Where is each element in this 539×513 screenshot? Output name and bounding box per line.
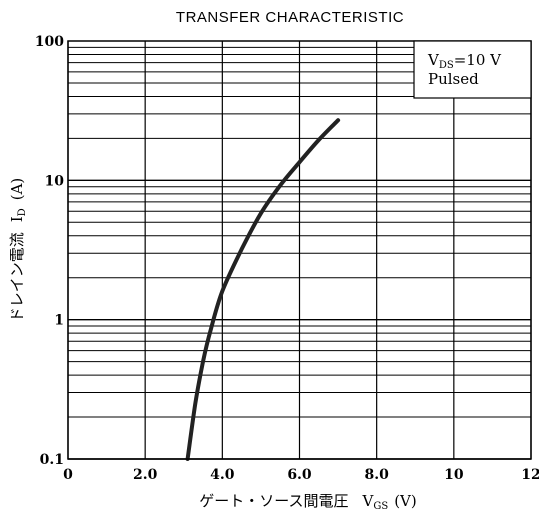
curve-layer (185, 118, 341, 461)
x-tick-label: 0 (63, 467, 73, 483)
y-axis-label: ドレイン電流ID(A) (8, 178, 28, 323)
x-tick-label: 6.0 (287, 467, 312, 483)
legend-pulsed: Pulsed (428, 70, 479, 88)
legend-symbol: V (427, 51, 440, 69)
transfer-curve (185, 118, 341, 461)
x-tick-labels: 0 2.0 4.0 6.0 8.0 10 12 (63, 467, 539, 483)
x-axis-label: ゲート・ソース間電圧 VGS (V) (199, 492, 417, 512)
y-tick-label: 0.1 (40, 452, 64, 468)
legend-value: =10 V (454, 51, 502, 69)
x-tick-label: 8.0 (364, 467, 389, 483)
y-tick-labels: 0.1 1 10 100 (35, 34, 64, 468)
x-tick-label: 10 (444, 467, 464, 483)
x-tick-label: 2.0 (133, 467, 158, 483)
chart-title: TRANSFER CHARACTERISTIC (176, 9, 404, 26)
plot-frame (67, 40, 532, 460)
y-tick-label: 10 (45, 173, 65, 189)
svg-text:VDS=10 V: VDS=10 V (427, 51, 502, 71)
y-tick-label: 100 (35, 34, 64, 50)
legend-box: VDS=10 V Pulsed (413, 40, 532, 99)
legend-subscript: DS (439, 60, 454, 71)
grid (67, 41, 532, 460)
x-tick-label: 4.0 (210, 467, 235, 483)
y-tick-label: 1 (54, 313, 64, 329)
x-tick-label: 12 (521, 467, 539, 483)
